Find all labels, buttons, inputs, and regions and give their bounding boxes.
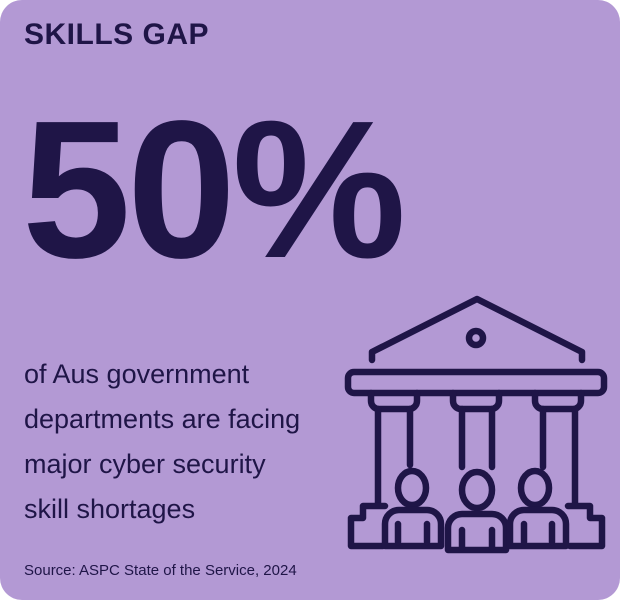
description-line: skill shortages <box>24 494 196 524</box>
roof-emblem <box>465 327 487 349</box>
roof-shape <box>368 295 586 364</box>
description-line: of Aus government <box>24 359 250 389</box>
heading: SKILLS GAP <box>24 18 210 51</box>
building-beam <box>344 368 608 397</box>
statistic-value: 50% <box>22 80 406 299</box>
description-line: departments are facing <box>24 404 301 434</box>
people <box>381 467 570 554</box>
description-line: major cyber security <box>24 449 266 479</box>
steps <box>347 502 606 550</box>
source-note: Source: ASPC State of the Service, 2024 <box>24 562 297 579</box>
description: of Aus government departments are facing… <box>24 352 354 532</box>
columns <box>367 389 585 508</box>
